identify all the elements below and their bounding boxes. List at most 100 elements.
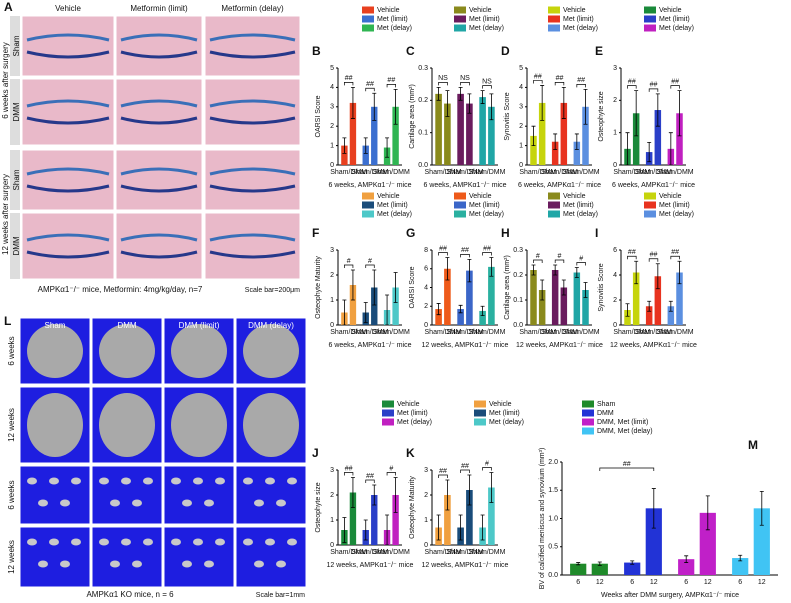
error-bar — [445, 90, 450, 117]
bone-render — [243, 324, 299, 378]
significance-label: ## — [628, 249, 636, 256]
significance-bracket — [460, 254, 470, 258]
bar — [732, 558, 749, 575]
legend-label: Met (limit) — [397, 410, 428, 417]
bone-fragment — [49, 538, 59, 546]
y-tick-label: 5 — [330, 65, 334, 72]
cartilage-stain — [120, 233, 198, 242]
legend-swatch — [644, 201, 656, 209]
significance-bracket — [576, 83, 586, 88]
error-bar — [677, 90, 682, 137]
significance-bracket — [482, 252, 492, 256]
bone-fragment — [143, 538, 153, 546]
x-tick-label: Sham/DMM — [563, 169, 600, 176]
y-tick-label: 1.5 — [548, 487, 558, 494]
y-axis-label: Osteophyte Maturity — [315, 256, 322, 319]
significance-label: # — [368, 258, 372, 265]
y-tick-label: 0 — [330, 322, 334, 329]
bar — [676, 272, 683, 325]
legend-swatch — [362, 192, 374, 200]
legend-swatch — [474, 418, 486, 426]
cartilage-stain — [209, 167, 296, 176]
y-tick-label: 2 — [613, 97, 617, 104]
error-bar — [385, 294, 390, 326]
bone-fragment — [171, 477, 181, 485]
bar — [371, 287, 378, 325]
significance-bracket — [460, 469, 470, 473]
bone-fragment — [265, 538, 275, 546]
legend-label: Vehicle — [563, 193, 586, 200]
significance-bracket — [386, 83, 396, 88]
x-tick-label: Sham/DMM — [657, 329, 694, 336]
error-bar — [445, 257, 450, 281]
legend-swatch — [382, 418, 394, 426]
legend-label: Met (limit) — [469, 202, 500, 209]
legend-swatch — [582, 400, 594, 408]
legend-swatch — [548, 6, 560, 14]
cartilage-stain — [26, 116, 110, 125]
bone-fragment — [60, 560, 70, 568]
cartilage-stain — [120, 33, 198, 42]
significance-label: # — [536, 253, 540, 260]
bar — [349, 285, 357, 325]
y-tick-label: 1 — [424, 517, 428, 524]
cartilage-stain — [26, 167, 110, 176]
timepoint-label: 6 weeks after surgery — [1, 42, 10, 118]
y-tick-label: 0.1 — [513, 297, 523, 304]
y-tick-label: 2 — [519, 123, 523, 130]
bone-fragment — [215, 477, 225, 485]
significance-label: ## — [439, 245, 447, 252]
x-tick-label: Sham/DMM — [447, 169, 484, 176]
legend-label: Met (delay) — [563, 25, 598, 32]
significance-label: # — [579, 255, 583, 262]
significance-bracket — [627, 85, 637, 89]
bar — [392, 106, 399, 165]
y-tick-label: 0 — [613, 162, 617, 169]
caption: AMPKα1⁻/⁻ mice, Metformin: 4mg/kg/day, n… — [38, 285, 203, 294]
cartilage-stain — [209, 50, 296, 59]
error-bar — [363, 519, 368, 541]
error-bar — [480, 514, 485, 541]
legend-label: Met (delay) — [469, 25, 504, 32]
y-tick-label: 0 — [330, 162, 334, 169]
bone-fragment — [132, 560, 142, 568]
bar — [667, 306, 675, 325]
bone-fragment — [143, 477, 153, 485]
significance-label: ## — [650, 252, 658, 259]
significance-label: NS — [482, 78, 492, 85]
legend-swatch — [548, 192, 560, 200]
y-tick-label: 1 — [330, 142, 334, 149]
bone-render — [99, 324, 155, 378]
x-tick-label: 6 — [576, 579, 580, 586]
bone-fragment — [276, 560, 286, 568]
legend-swatch — [474, 409, 486, 417]
bone-fragment — [182, 499, 192, 507]
error-bar — [540, 279, 545, 301]
bar — [632, 272, 640, 325]
cartilage-stain — [209, 233, 296, 242]
significance-bracket — [482, 85, 492, 89]
bar — [582, 290, 589, 325]
significance-label: ## — [650, 82, 658, 89]
y-tick-label: 1 — [330, 517, 334, 524]
y-axis-label: Osteophyte size — [315, 482, 322, 532]
error-bar — [393, 88, 398, 125]
bar — [479, 97, 486, 165]
row-label-box — [10, 150, 20, 210]
y-axis-label: Cartilage area (mm²) — [409, 84, 416, 149]
cartilage-stain — [209, 33, 296, 42]
bar — [435, 93, 442, 165]
bar — [435, 309, 442, 325]
y-tick-label: 1 — [519, 142, 523, 149]
bar — [341, 145, 348, 165]
legend-swatch — [582, 427, 594, 435]
significance-bracket — [554, 82, 565, 86]
error-bar — [553, 264, 558, 276]
y-tick-label: 0.0 — [548, 572, 558, 579]
legend-label: Met (delay) — [469, 211, 504, 218]
column-header: Metformin (delay) — [221, 4, 284, 13]
bar — [444, 103, 451, 165]
bone-fragment — [27, 538, 37, 546]
legend-swatch — [454, 24, 466, 32]
y-tick-label: 3 — [330, 104, 334, 111]
